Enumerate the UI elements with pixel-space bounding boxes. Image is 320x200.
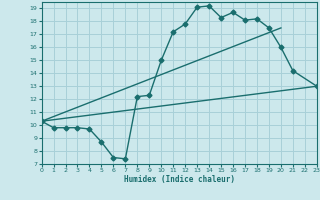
X-axis label: Humidex (Indice chaleur): Humidex (Indice chaleur) bbox=[124, 175, 235, 184]
